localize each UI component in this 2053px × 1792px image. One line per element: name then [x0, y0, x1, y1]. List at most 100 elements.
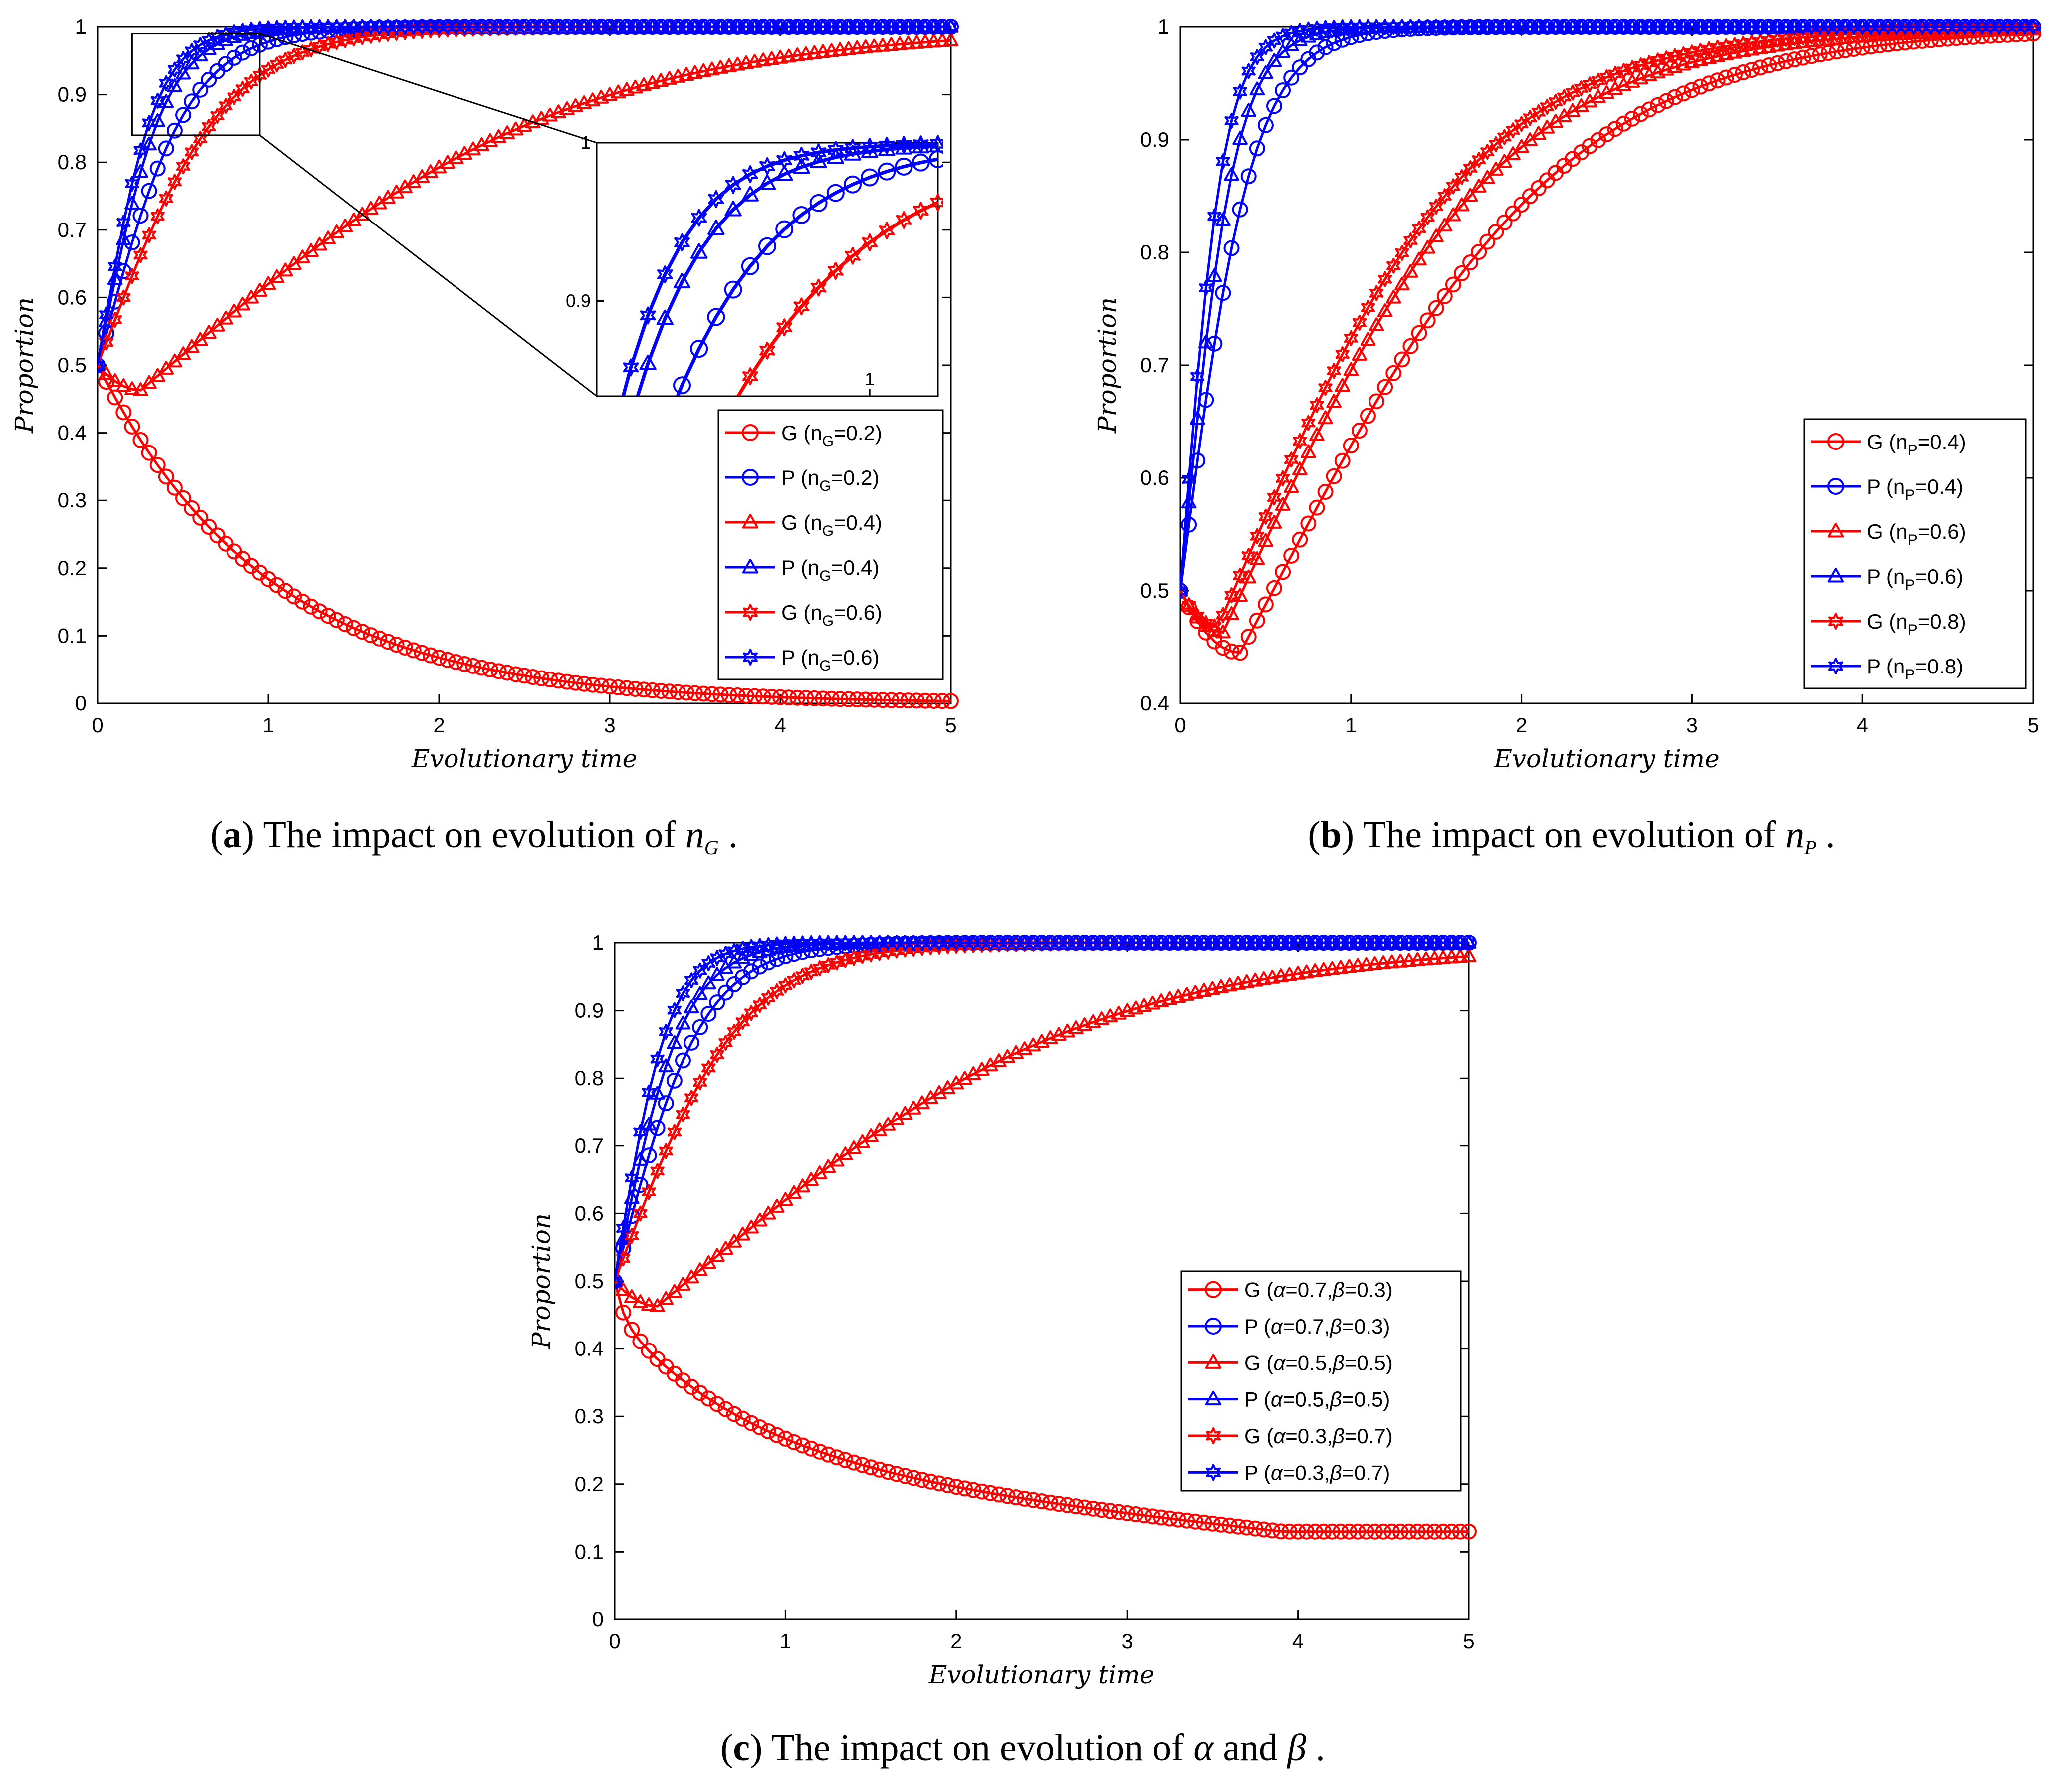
data-point [866, 38, 882, 53]
data-point [116, 378, 131, 392]
legend-box [717, 409, 944, 680]
data-point [559, 673, 575, 690]
data-point [166, 122, 183, 139]
data-point [1281, 1523, 1298, 1540]
data-point [1034, 1493, 1050, 1510]
data-point [346, 620, 362, 636]
inset-data-point [878, 162, 896, 181]
legend-label: G (α=0.3,β=0.7) [1244, 1424, 1393, 1448]
legend-marker [1828, 658, 1843, 674]
data-point [1161, 1510, 1178, 1527]
data-point [684, 999, 699, 1014]
data-point [1334, 452, 1351, 469]
legend-label: G (nG=0.6) [781, 601, 882, 629]
data-point [1659, 50, 1674, 66]
data-point [1187, 1513, 1204, 1530]
data-point [167, 174, 182, 190]
data-point [175, 346, 191, 361]
data-point [1327, 363, 1341, 379]
data-point [632, 1333, 649, 1349]
data-point [624, 1322, 640, 1338]
data-point [1249, 140, 1265, 157]
data-point [909, 692, 925, 709]
data-point [1452, 1523, 1468, 1540]
data-point [1256, 1521, 1272, 1538]
data-point [354, 624, 371, 640]
data-point [1820, 45, 1836, 61]
data-point [692, 1019, 708, 1035]
data-point [1496, 214, 1513, 230]
data-point [1505, 146, 1521, 160]
data-point [789, 47, 805, 61]
data-point [1266, 98, 1282, 114]
data-point [726, 1233, 742, 1248]
data-point [133, 164, 148, 178]
data-point [729, 687, 746, 704]
data-point [619, 680, 635, 696]
legend-marker [1205, 1281, 1222, 1298]
data-point [1284, 25, 1299, 41]
data-point [1266, 515, 1282, 529]
inset-data-point [590, 718, 604, 734]
data-point [1350, 958, 1366, 972]
data-point [1267, 32, 1282, 49]
inset-series [673, 150, 943, 396]
data-point [1182, 597, 1196, 614]
inset-data-point [809, 194, 828, 212]
data-point [141, 445, 157, 461]
series-line [1180, 19, 2041, 599]
inset-data-point [912, 202, 929, 220]
data-point [1215, 624, 1231, 639]
legend-marker [743, 649, 758, 666]
data-point [1051, 1496, 1067, 1512]
data-point [701, 1060, 716, 1076]
data-point [1615, 115, 1632, 132]
data-point [1744, 62, 1760, 78]
data-point [1650, 97, 1666, 113]
data-point [473, 660, 490, 676]
inset-data-point [862, 233, 878, 251]
data-point [803, 1440, 819, 1457]
data-point [1257, 117, 1274, 133]
y-tick-label: 0.8 [58, 150, 87, 174]
data-point [772, 49, 788, 64]
legend: G (α=0.7,β=0.3) P (α=0.7,β=0.3) G (α=0.5,β… [1180, 1270, 1462, 1492]
x-tick-label: 0 [1174, 713, 1186, 737]
data-point [158, 361, 174, 375]
zoom-connector [259, 134, 597, 397]
data-point [675, 1277, 691, 1291]
legend-label: P (nP=0.6) [1867, 565, 1963, 593]
data-point [917, 34, 933, 48]
data-point [1632, 106, 1649, 122]
data-point [832, 42, 848, 56]
data-point [192, 509, 209, 526]
data-point [602, 678, 618, 695]
data-point [542, 672, 558, 688]
x-tick-label: 4 [1857, 713, 1868, 737]
series-line [615, 1273, 1477, 1540]
data-point [1599, 69, 1614, 85]
data-point [1342, 959, 1357, 973]
data-point [371, 630, 388, 647]
inset-data-point [792, 206, 811, 224]
data-point [1292, 461, 1308, 475]
data-point [847, 950, 861, 966]
data-point [1283, 479, 1299, 493]
data-point [746, 688, 763, 704]
data-point [1385, 289, 1401, 304]
data-point [675, 1052, 691, 1069]
data-point [150, 92, 165, 109]
data-point [1735, 64, 1751, 80]
inset-data-point [742, 165, 758, 183]
data-point [1402, 338, 1419, 354]
legend-label: P (nG=0.2) [781, 466, 880, 494]
data-point [1224, 587, 1239, 604]
data-point [1324, 961, 1340, 975]
data-point [727, 943, 741, 959]
y-tick-label: 0.9 [1141, 128, 1169, 151]
legend-label: G (nP=0.8) [1867, 610, 1966, 638]
data-point [1341, 1523, 1358, 1540]
inset-data-point [878, 140, 896, 156]
data-point [1360, 408, 1376, 424]
